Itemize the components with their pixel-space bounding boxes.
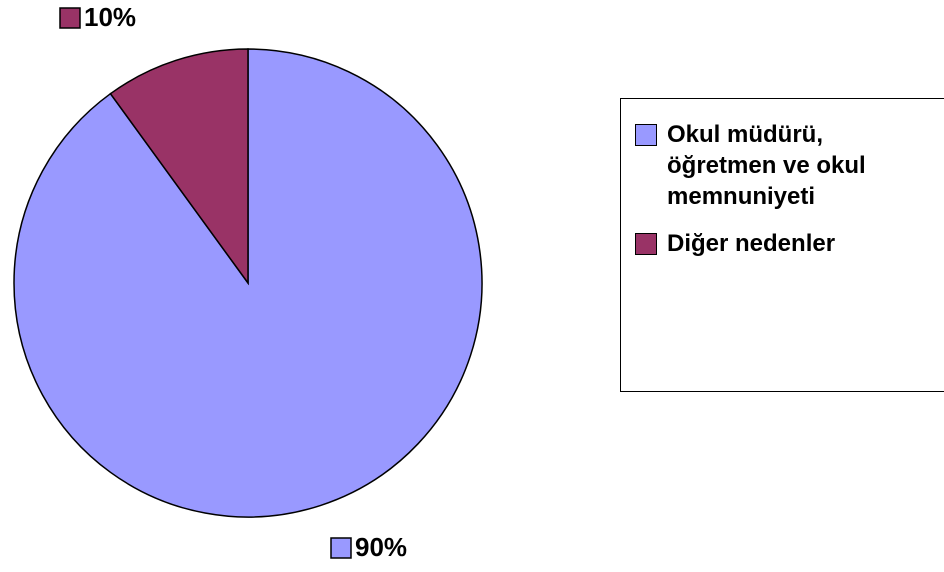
legend-swatch	[635, 124, 657, 146]
legend-label: Diğer nedenler	[667, 230, 836, 257]
label-swatch	[59, 7, 81, 29]
legend-entry: Okul müdürü, öğretmen ve okul memnuniyet…	[621, 119, 917, 212]
legend: Okul müdürü, öğretmen ve okul memnuniyet…	[620, 98, 944, 392]
data-label: 10%	[84, 2, 136, 32]
legend-swatch	[635, 233, 657, 255]
legend-label: Okul müdürü, öğretmen ve okul memnuniyet…	[667, 121, 866, 210]
legend-entry: Diğer nedenler	[621, 228, 917, 259]
pie-slice	[109, 48, 249, 286]
data-label: 90%	[355, 532, 407, 562]
label-swatch	[330, 537, 352, 559]
